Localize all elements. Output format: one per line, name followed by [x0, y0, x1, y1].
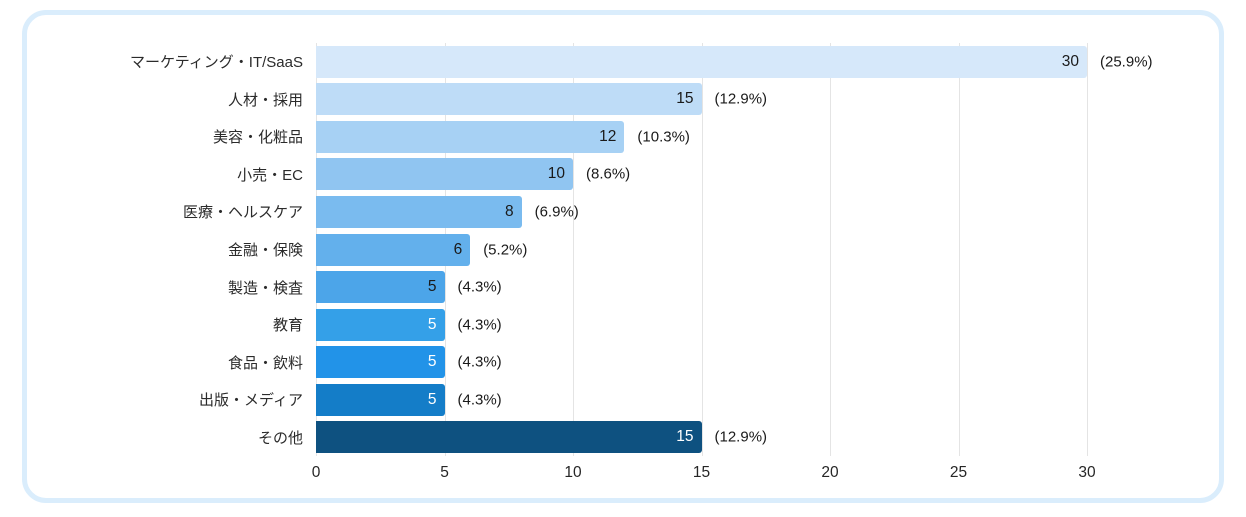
bar-percent-label: (4.3%) [457, 391, 502, 409]
bar-percent-label: (4.3%) [457, 316, 502, 334]
bar-plot-cell: 5 (4.3%) [316, 383, 1196, 416]
bar-row: 製造・検査 5 (4.3%) [27, 268, 1219, 306]
bar: 15 [316, 421, 702, 454]
bar-value-label: 15 [676, 90, 694, 108]
bar-row: 小売・EC 10 (8.6%) [27, 156, 1219, 194]
bar-row: 教育 5 (4.3%) [27, 306, 1219, 344]
category-label: マーケティング・IT/SaaS [130, 54, 303, 72]
gridline [701, 43, 703, 456]
bar-value-label: 30 [1061, 52, 1079, 70]
bar-plot-cell: 10 (8.6%) [316, 158, 1196, 191]
bar-row: 出版・メディア 5 (4.3%) [27, 381, 1219, 419]
bar: 5 [316, 346, 445, 379]
category-label: 食品・飲料 [227, 354, 303, 372]
gridline [830, 43, 831, 456]
bar-plot-cell: 30 (25.9%) [316, 45, 1196, 78]
bar: 10 [316, 158, 573, 191]
bar-plot-cell: 15 (12.9%) [316, 83, 1196, 116]
chart-card: マーケティング・IT/SaaS 30 (25.9%) 人材・採用 15 (12.9%) 美容… [22, 10, 1224, 503]
bar-row: 医療・ヘルスケア 8 (6.9%) [27, 193, 1219, 231]
category-label: 医療・ヘルスケア [182, 204, 303, 222]
x-tick-label: 25 [949, 464, 968, 481]
category-label: 美容・化粧品 [212, 129, 303, 147]
category-label: 金融・保険 [227, 242, 303, 259]
bar: 12 [316, 120, 625, 153]
category-label: 小売・EC [237, 166, 303, 184]
x-tick-label: 30 [1078, 464, 1096, 481]
bar-percent-label: (12.9%) [714, 428, 768, 446]
bar-value-label: 5 [427, 315, 437, 333]
bar-value-label: 5 [427, 390, 437, 408]
gridline [958, 43, 960, 456]
bar-rows: マーケティング・IT/SaaS 30 (25.9%) 人材・採用 15 (12.9%) 美容… [27, 43, 1219, 456]
bar-percent-label: (12.9%) [714, 90, 768, 108]
bar-value-label: 6 [453, 240, 463, 258]
bar-plot-cell: 5 (4.3%) [316, 271, 1196, 304]
x-tick-label: 0 [311, 464, 321, 481]
category-label: 人材・採用 [227, 91, 303, 109]
bar-value-label: 5 [427, 278, 437, 296]
x-tick-label: 20 [821, 464, 839, 481]
bar-percent-label: (4.3%) [457, 278, 502, 296]
bar-value-label: 5 [427, 353, 437, 371]
x-tick-label: 10 [564, 464, 582, 481]
x-tick-label: 5 [440, 464, 449, 481]
bar-row: 人材・採用 15 (12.9%) [27, 81, 1219, 119]
bar-value-label: 15 [676, 428, 694, 446]
x-tick-label: 15 [692, 464, 711, 481]
category-label: 製造・検査 [227, 279, 303, 297]
bar: 5 [316, 271, 445, 304]
bar-plot-cell: 12 (10.3%) [316, 120, 1196, 153]
bar: 15 [316, 83, 702, 116]
category-label: 教育 [272, 317, 303, 335]
bar: 6 [316, 233, 471, 266]
bar-percent-label: (10.3%) [637, 128, 690, 146]
bar-row: 金融・保険 6 (5.2%) [27, 231, 1219, 269]
bar-plot-cell: 5 (4.3%) [316, 346, 1196, 379]
category-label: 出版・メディア [199, 392, 303, 410]
bar-percent-label: (6.9%) [534, 203, 579, 221]
category-label: その他 [257, 429, 303, 447]
bar: 8 [316, 195, 522, 228]
bar-plot-cell: 6 (5.2%) [316, 233, 1196, 266]
bar-plot-cell: 8 (6.9%) [316, 195, 1196, 228]
bar-value-label: 8 [504, 202, 514, 220]
bar-value-label: 12 [599, 127, 617, 145]
bar: 5 [316, 383, 445, 416]
bar-value-label: 10 [547, 165, 565, 183]
x-axis: 0 5 10 15 20 25 30 [312, 464, 1176, 486]
gridline [573, 43, 574, 456]
bar-row: その他 15 (12.9%) [27, 418, 1219, 456]
bar-percent-label: (4.3%) [457, 353, 502, 371]
bar: 5 [316, 308, 445, 341]
bar-row: マーケティング・IT/SaaS 30 (25.9%) [27, 43, 1219, 81]
bar-percent-label: (25.9%) [1100, 53, 1153, 71]
bar-row: 美容・化粧品 12 (10.3%) [27, 118, 1219, 156]
bar-percent-label: (8.6%) [586, 165, 631, 183]
bar-plot-cell: 5 (4.3%) [316, 308, 1196, 341]
bar-row: 食品・飲料 5 (4.3%) [27, 343, 1219, 381]
gridline [1087, 43, 1088, 456]
bar: 30 [316, 45, 1087, 78]
bar-plot-cell: 15 (12.9%) [316, 421, 1196, 454]
bar-percent-label: (5.2%) [483, 241, 528, 258]
